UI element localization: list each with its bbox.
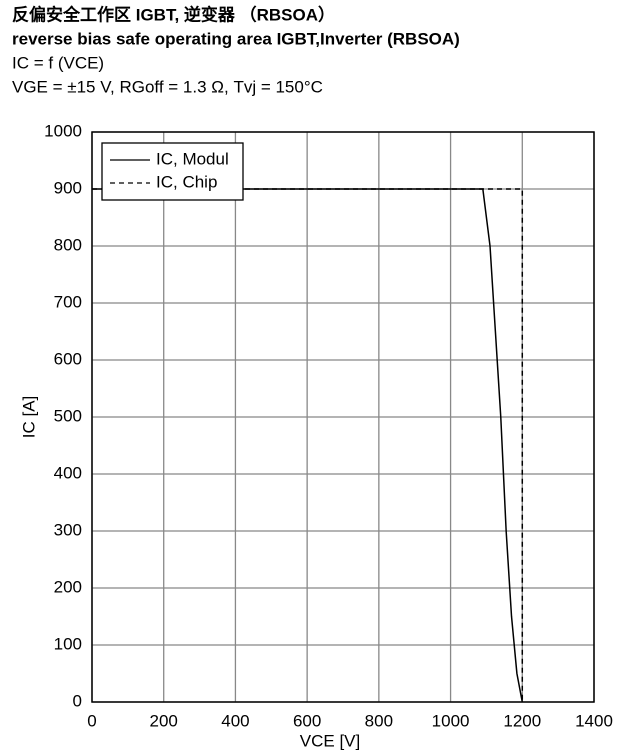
- x-axis-label: VCE [V]: [300, 731, 360, 750]
- annotation: VGE = ±15 V, RGoff = 1.3 Ω, Tvj = 150°C: [12, 77, 323, 96]
- x-tick-label: 0: [87, 711, 96, 730]
- legend-label: IC, Chip: [156, 172, 217, 191]
- y-tick-label: 500: [54, 406, 82, 425]
- x-tick-label: 600: [293, 711, 321, 730]
- annotation: IC = f (VCE): [12, 53, 104, 72]
- y-tick-label: 600: [54, 349, 82, 368]
- chart-title: 反偏安全工作区 IGBT, 逆变器 （RBSOA）: [12, 4, 335, 24]
- data-line: [92, 188, 524, 703]
- x-tick-label: 1400: [575, 711, 613, 730]
- y-tick-label: 0: [73, 691, 82, 710]
- y-tick-label: 900: [54, 178, 82, 197]
- y-tick-label: 100: [54, 634, 82, 653]
- chart-subtitle: reverse bias safe operating area IGBT,In…: [12, 29, 460, 48]
- y-tick-label: 800: [54, 235, 82, 254]
- legend-label: IC, Modul: [156, 149, 229, 168]
- y-tick-label: 200: [54, 577, 82, 596]
- y-axis-label: IC [A]: [19, 396, 38, 439]
- x-tick-label: 200: [150, 711, 178, 730]
- x-tick-label: 400: [221, 711, 249, 730]
- plot-frame: [91, 131, 595, 703]
- y-tick-label: 1000: [44, 121, 82, 140]
- x-tick-label: 800: [365, 711, 393, 730]
- y-tick-label: 300: [54, 520, 82, 539]
- y-tick-label: 400: [54, 463, 82, 482]
- x-tick-label: 1000: [432, 711, 470, 730]
- legend-box: [101, 142, 244, 201]
- x-tick-label: 1200: [503, 711, 541, 730]
- y-tick-label: 700: [54, 292, 82, 311]
